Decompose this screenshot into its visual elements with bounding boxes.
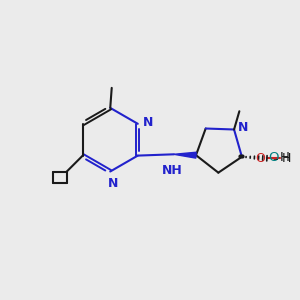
Text: H: H [282,152,291,165]
Text: N: N [107,177,118,190]
Text: O: O [268,152,279,164]
Text: H: H [280,152,290,164]
Text: N: N [142,116,153,129]
Text: O: O [256,152,266,165]
Polygon shape [174,152,196,158]
Text: NH: NH [162,164,183,177]
Text: N: N [238,121,248,134]
Text: –: – [272,154,278,164]
